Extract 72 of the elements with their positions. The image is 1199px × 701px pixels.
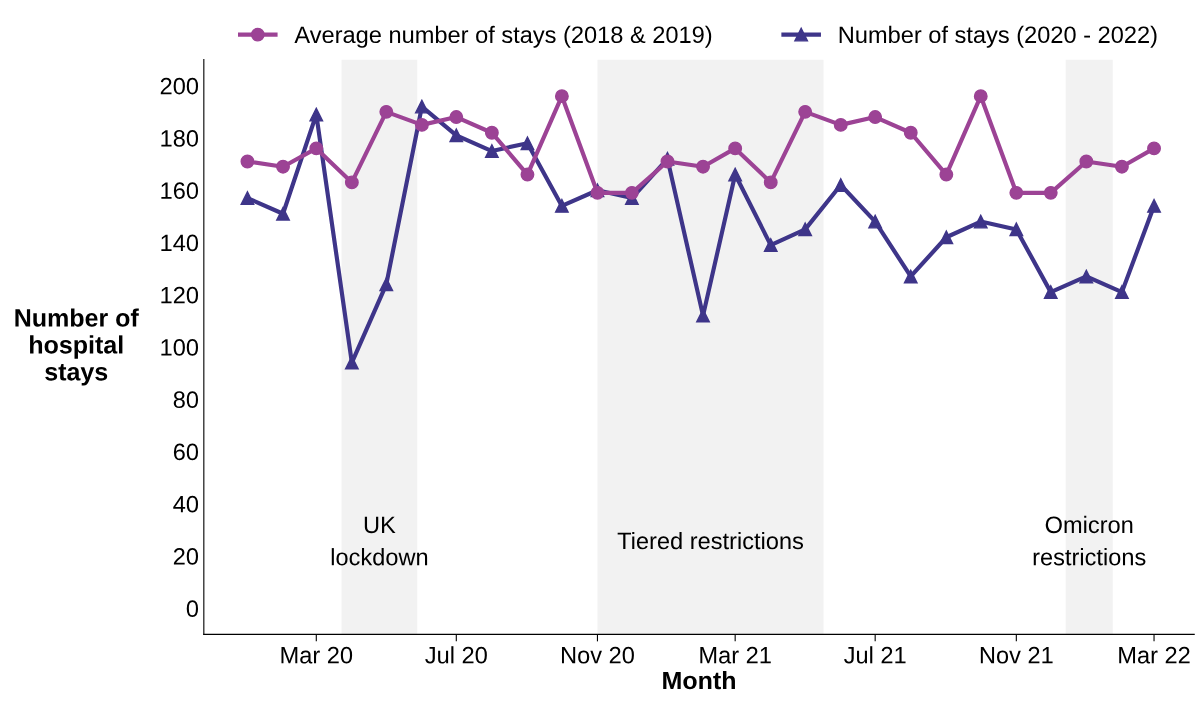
- point: [449, 128, 464, 143]
- point: [939, 230, 954, 245]
- point: [763, 238, 778, 253]
- point: [798, 104, 813, 119]
- x-tick-label: Nov 20: [561, 646, 634, 664]
- band-label: Tiered restrictions: [617, 531, 804, 550]
- y-tick-label: 160: [161, 182, 199, 200]
- point: [520, 167, 535, 182]
- point: [414, 99, 429, 114]
- x-tick-label: Nov 21: [980, 646, 1053, 664]
- point: [868, 214, 883, 229]
- x-tick-label: Jul 20: [425, 646, 487, 664]
- band-label: Omicron restrictions: [1033, 515, 1146, 566]
- point: [624, 185, 639, 200]
- x-tick-label: Mar 22: [1119, 646, 1190, 664]
- point: [728, 141, 743, 156]
- y-tick-label: 80: [173, 391, 199, 409]
- point: [276, 206, 290, 221]
- point: [309, 107, 324, 122]
- point: [1147, 141, 1161, 156]
- point: [379, 104, 394, 119]
- x-tick-label: Mar 21: [700, 646, 771, 664]
- point: [696, 159, 710, 174]
- y-tick-label: 180: [161, 130, 199, 147]
- point: [276, 159, 290, 174]
- point: [973, 214, 988, 229]
- point: [1043, 285, 1058, 300]
- point: [973, 89, 988, 104]
- point: [1114, 159, 1129, 174]
- y-axis-title: Number of hospital stays: [15, 308, 139, 386]
- point: [379, 277, 394, 292]
- point: [833, 117, 848, 132]
- y-tick-label: 200: [160, 77, 199, 95]
- y-tick-label: 140: [161, 234, 199, 252]
- x-axis-title: Month: [663, 671, 735, 690]
- point: [414, 117, 429, 132]
- point: [728, 167, 743, 182]
- x-tick-label: Mar 20: [281, 646, 353, 664]
- point: [868, 110, 883, 125]
- point: [309, 141, 324, 156]
- y-tick-label: 100: [161, 339, 199, 356]
- point: [1043, 185, 1058, 200]
- point: [240, 191, 255, 206]
- y-tick-label: 0: [186, 600, 199, 618]
- point: [903, 125, 918, 140]
- point: [798, 222, 813, 237]
- point: [554, 89, 569, 104]
- point: [903, 269, 918, 284]
- x-tick-label: Jul 21: [844, 646, 906, 664]
- point: [1009, 222, 1024, 237]
- point: [1079, 269, 1094, 284]
- point: [449, 110, 464, 125]
- band-label: UK lockdown: [331, 516, 428, 566]
- point: [1079, 154, 1094, 169]
- point: [833, 178, 848, 192]
- legend-label: Number of stays (2020 - 2022): [839, 25, 1157, 48]
- point: [554, 198, 569, 213]
- y-tick-label: 120: [161, 286, 199, 304]
- legend-label: Average number of stays (2018 & 2019): [294, 25, 712, 48]
- y-tick-label: 60: [173, 443, 199, 461]
- point: [344, 175, 359, 190]
- point: [520, 136, 535, 151]
- y-tick-label: 20: [173, 548, 199, 565]
- point: [939, 167, 954, 182]
- point: [484, 125, 499, 140]
- point: [1009, 185, 1024, 200]
- y-tick-label: 40: [173, 495, 199, 513]
- point: [1147, 198, 1161, 213]
- point: [484, 144, 499, 158]
- point: [240, 154, 255, 169]
- point: [763, 175, 778, 190]
- point: [1114, 285, 1129, 300]
